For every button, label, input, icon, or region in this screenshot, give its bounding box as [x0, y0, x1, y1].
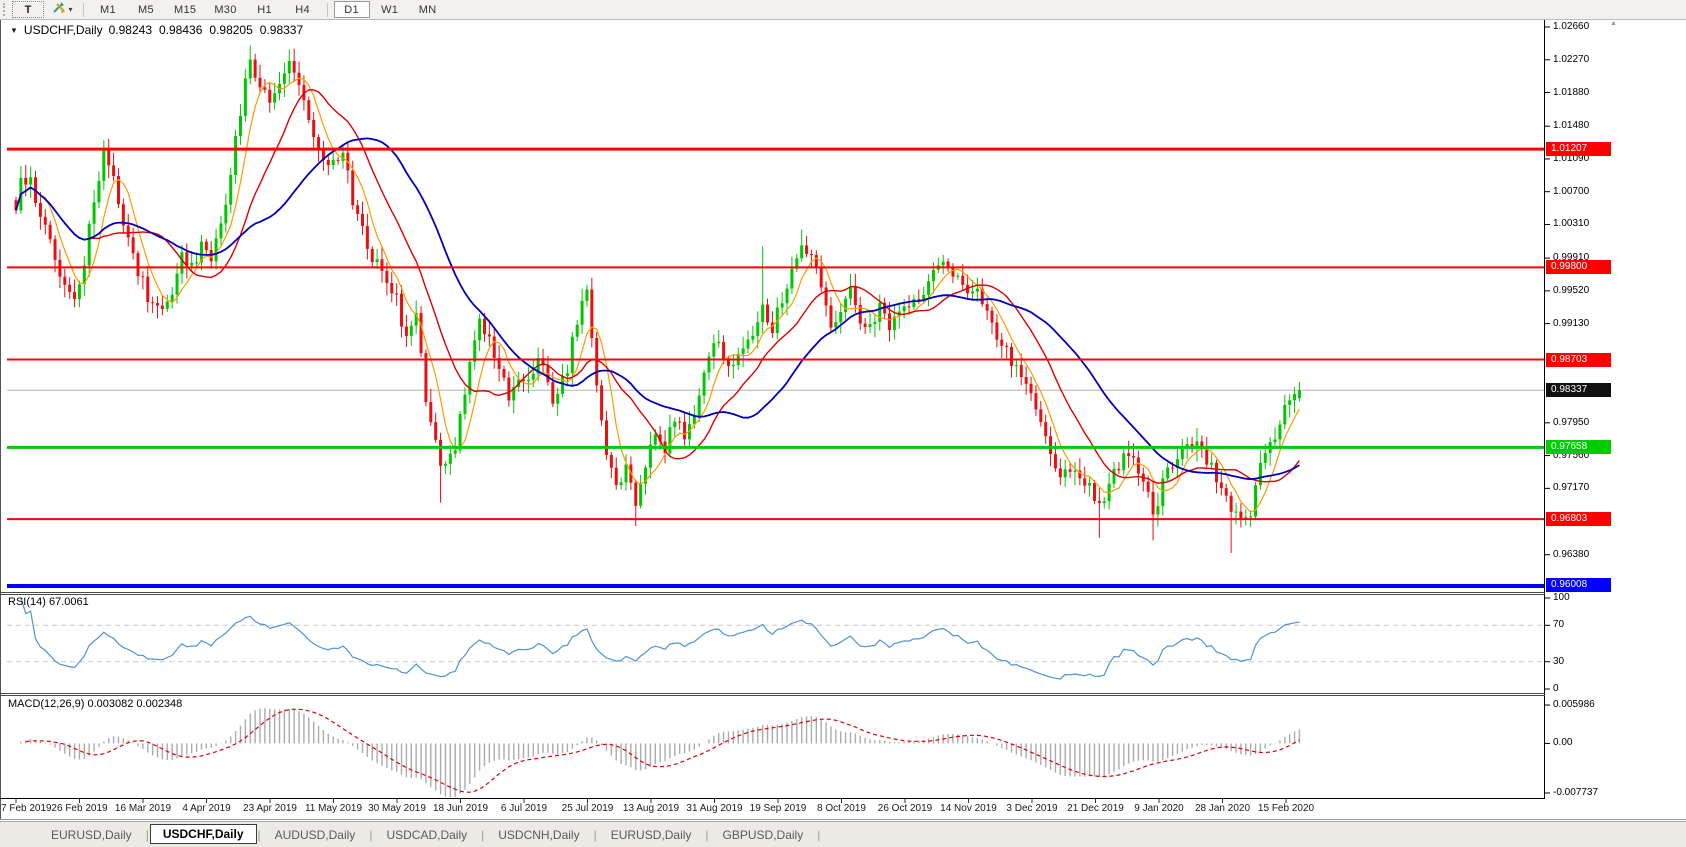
price-tick-label: 1.01880	[1553, 86, 1590, 98]
dropdown-caret-icon: ▾	[68, 5, 73, 14]
date-tick-label: 18 Jun 2019	[432, 803, 489, 814]
price-tick-label: 1.01090	[1553, 152, 1590, 164]
date-tick-label: 31 Aug 2019	[686, 803, 743, 814]
date-tick-label: 11 May 2019	[304, 803, 363, 814]
date-tick-label: 25 Jul 2019	[561, 803, 614, 814]
tab-separator: |	[593, 828, 597, 842]
chart-tab-eurusd-5[interactable]: EURUSD,Daily	[610, 828, 692, 842]
date-tick-label: 30 May 2019	[368, 803, 426, 814]
price-level-badge-0.98703: 0.98703	[1546, 352, 1611, 367]
timeframe-button-W1[interactable]: W1	[381, 3, 399, 16]
date-tick-label: 28 Jan 2020	[1194, 803, 1251, 814]
price-level-badge-0.96008: 0.96008	[1546, 578, 1611, 592]
timeframe-button-M15[interactable]: M15	[174, 3, 197, 16]
toolbar: T ▾ M1 M5 M15 M30 H1 H4 D1 W1 MN	[0, 0, 1686, 20]
chart-tab-bar: EURUSD,Daily | USDCHF,Daily | AUDUSD,Daily | U…	[0, 821, 1686, 847]
timeframe-button-MN[interactable]: MN	[418, 3, 437, 16]
date-tick-label: 9 Jan 2020	[1134, 803, 1184, 814]
price-tick-label: 1.00700	[1553, 185, 1590, 197]
date-tick-label: 23 Apr 2019	[243, 803, 297, 814]
tab-separator: |	[481, 828, 485, 842]
tab-separator: |	[369, 828, 373, 842]
chart-tab-audusd-2[interactable]: AUDUSD,Daily	[274, 828, 356, 842]
timeframe-button-M5[interactable]: M5	[138, 3, 154, 16]
tab-separator: |	[817, 828, 821, 842]
tab-separator: |	[145, 828, 149, 842]
price-tick-label: 1.02660	[1553, 21, 1590, 32]
chart-symbol-label: USDCHF,Daily	[23, 23, 103, 37]
rsi-tick-label: 70	[1553, 619, 1565, 631]
date-tick-label: 8 Oct 2019	[817, 803, 866, 814]
timeframe-button-M30[interactable]: M30	[214, 3, 237, 16]
macd-tick-label: 0.00	[1553, 737, 1573, 749]
price-tick-label: 1.00310	[1553, 218, 1590, 230]
close-value: 0.98337	[259, 23, 304, 37]
timeframe-group: M1 M5 M15 M30 H1 H4 D1 W1 MN	[89, 1, 447, 18]
ohlc-values: 0.98243 0.98436 0.98205 0.98337	[109, 23, 304, 37]
date-tick-label: 19 Sep 2019	[749, 803, 807, 814]
styles-dropdown-button[interactable]: ▾	[48, 2, 78, 17]
toolbar-grip[interactable]	[3, 3, 8, 16]
price-level-badge-1.01207: 1.01207	[1546, 142, 1611, 157]
price-level-badge-0.97658: 0.97658	[1546, 440, 1611, 455]
text-tool-button[interactable]: T	[12, 1, 44, 18]
chart-title: ▼ USDCHF,Daily 0.98243 0.98436 0.98205 0…	[10, 23, 303, 37]
tab-separator: |	[705, 828, 709, 842]
price-tick-label: 1.01480	[1553, 120, 1590, 132]
arrows-style-icon	[53, 2, 66, 17]
price-tick-label: 0.99520	[1553, 284, 1590, 296]
price-level-badge-0.99800: 0.99800	[1546, 260, 1611, 275]
price-tick-label: 0.99910	[1553, 252, 1590, 264]
date-tick-label: 7 Feb 2019	[1, 803, 52, 814]
rsi-label: RSI(14) 67.0061	[8, 596, 89, 608]
price-tick-label: 0.97560	[1553, 449, 1590, 461]
date-tick-label: 14 Nov 2019	[940, 803, 997, 814]
chart-tab-usdcnh-4[interactable]: USDCNH,Daily	[498, 828, 580, 842]
axis-scroll-up-icon[interactable]: ▲	[1610, 20, 1617, 27]
tabbar-corner	[0, 822, 38, 847]
date-tick-label: 13 Aug 2019	[622, 803, 680, 814]
timeframe-button-H4[interactable]: H4	[295, 3, 310, 16]
high-value: 0.98436	[159, 23, 203, 37]
price-level-badge-0.98337: 0.98337	[1546, 383, 1611, 398]
price-tick-label: 0.97950	[1553, 416, 1590, 428]
toolbar-separator	[326, 2, 328, 17]
chart-tab-eurusd-0[interactable]: EURUSD,Daily	[51, 828, 132, 842]
chart-tab-usdchf-1[interactable]: USDCHF,Daily	[149, 824, 257, 844]
low-value: 0.98205	[209, 23, 253, 37]
date-tick-label: 3 Dec 2019	[1006, 803, 1058, 814]
date-tick-label: 16 Mar 2019	[114, 803, 172, 814]
open-value: 0.98243	[108, 23, 152, 37]
price-tick-label: 0.96380	[1553, 548, 1590, 560]
price-tick-label: 1.02270	[1553, 53, 1590, 65]
chart-tab-usdcad-3[interactable]: USDCAD,Daily	[386, 828, 468, 842]
date-tick-label: 21 Dec 2019	[1067, 803, 1124, 814]
timeframe-button-D1[interactable]: D1	[333, 1, 370, 18]
toolbar-separator	[83, 2, 84, 17]
date-tick-label: 6 Jul 2019	[500, 803, 548, 814]
date-tick-label: 26 Feb 2019	[51, 803, 108, 814]
macd-tick-label: 0.005986	[1553, 699, 1595, 711]
macd-label: MACD(12,26,9) 0.003082 0.002348	[8, 698, 183, 710]
macd-tick-label: -0.007737	[1553, 786, 1599, 798]
rsi-tick-label: 100	[1553, 592, 1570, 603]
date-tick-label: 15 Feb 2020	[1257, 803, 1315, 814]
rsi-tick-label: 30	[1553, 655, 1565, 667]
price-tick-label: 0.99130	[1553, 317, 1590, 329]
tab-separator: |	[257, 828, 261, 842]
price-level-badge-0.96803: 0.96803	[1546, 512, 1611, 527]
chart-tab-gbpusd-6[interactable]: GBPUSD,Daily	[722, 828, 804, 842]
date-tick-label: 26 Oct 2019	[877, 803, 933, 814]
price-tick-label: 0.97170	[1553, 482, 1590, 494]
timeframe-button-H1[interactable]: H1	[257, 3, 272, 16]
rsi-tick-label: 0	[1553, 683, 1559, 694]
collapse-triangle-icon[interactable]: ▼	[10, 25, 18, 35]
timeframe-button-M1[interactable]: M1	[100, 3, 116, 16]
date-tick-label: 4 Apr 2019	[182, 803, 231, 814]
